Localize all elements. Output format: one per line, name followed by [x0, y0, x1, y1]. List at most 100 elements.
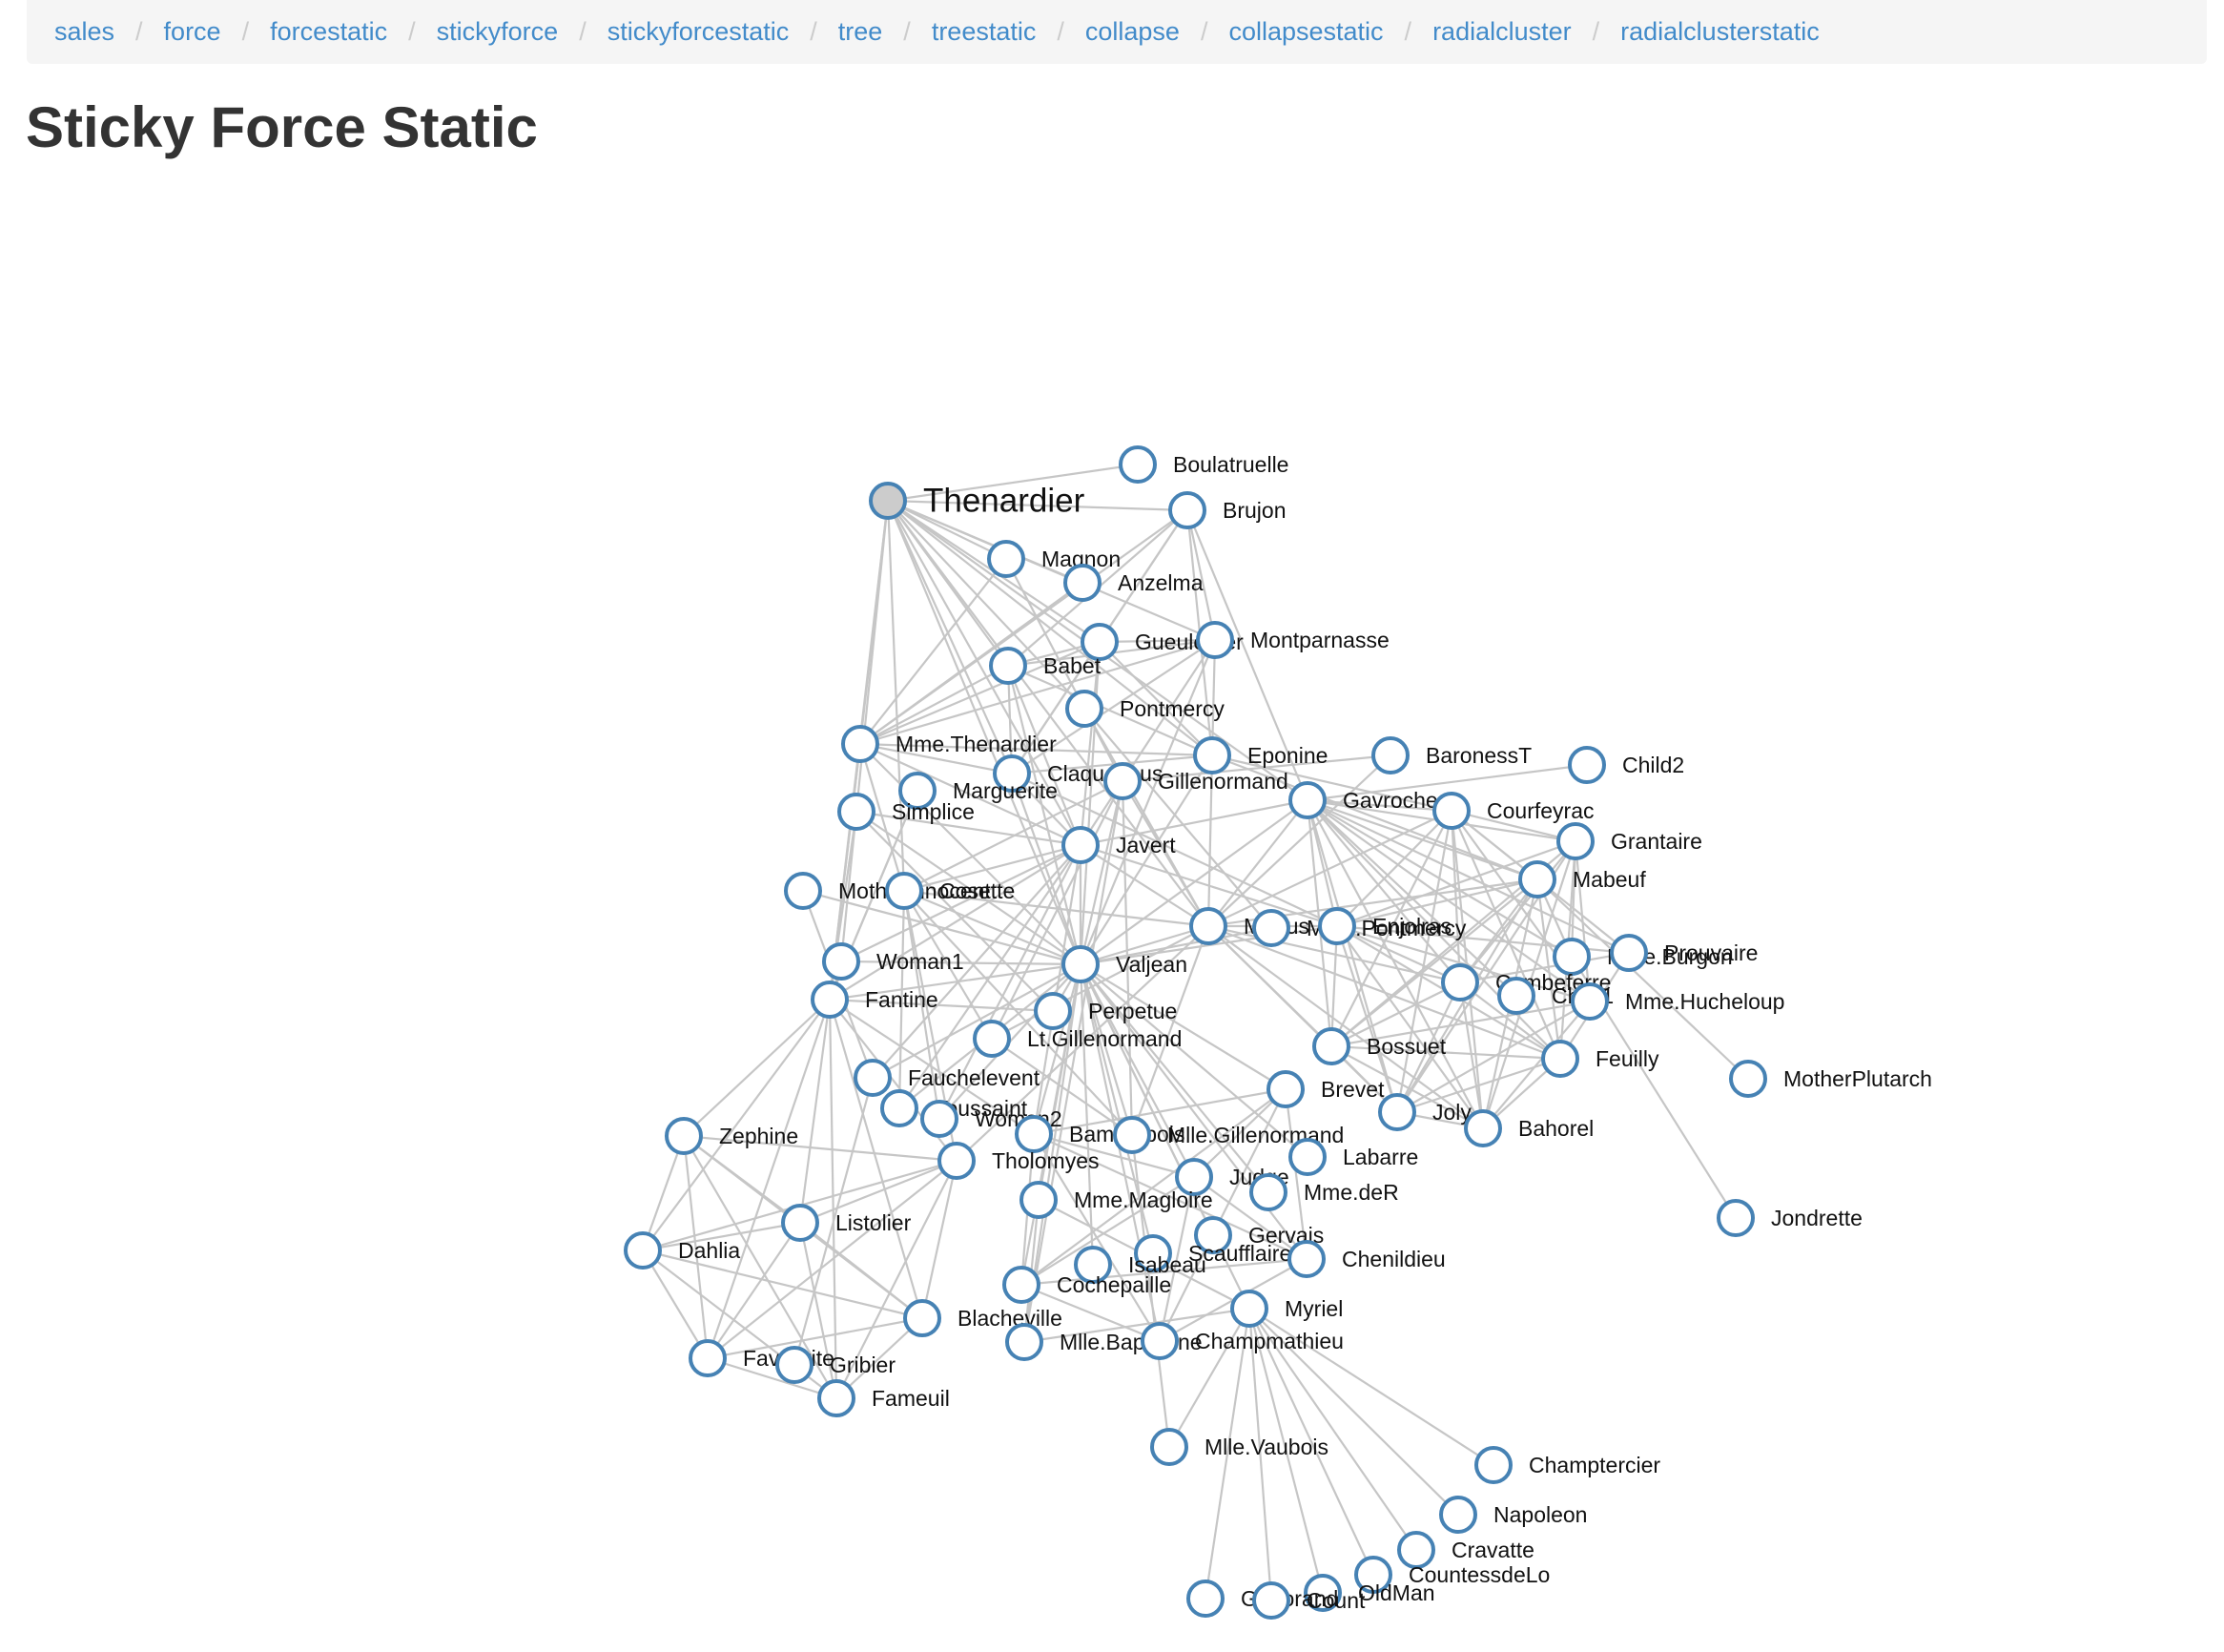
node-circle[interactable] — [1193, 736, 1231, 774]
node-circle[interactable] — [1304, 1574, 1342, 1612]
graph-node-Marguerite[interactable]: Marguerite — [898, 772, 1058, 810]
graph-node-Count[interactable]: Count — [1252, 1581, 1366, 1620]
node-circle[interactable] — [1119, 445, 1157, 484]
node-circle[interactable] — [1002, 1266, 1040, 1304]
node-circle[interactable] — [1189, 907, 1227, 945]
graph-node-Favourite[interactable]: Favourite — [689, 1339, 834, 1377]
node-circle[interactable] — [1288, 781, 1327, 819]
node-circle[interactable] — [689, 1339, 727, 1377]
node-circle[interactable] — [1019, 1181, 1058, 1219]
graph-node-Fantine[interactable]: Fantine — [811, 981, 938, 1019]
node-circle[interactable] — [1474, 1446, 1513, 1484]
node-circle[interactable] — [1378, 1093, 1416, 1131]
node-circle[interactable] — [822, 942, 860, 981]
graph-node-Perpetue[interactable]: Perpetue — [1034, 992, 1177, 1030]
graph-node-Cosette[interactable]: Cosette — [885, 872, 1015, 910]
node-circle[interactable] — [1196, 621, 1234, 659]
node-circle[interactable] — [841, 725, 879, 763]
breadcrumb-link-treestatic[interactable]: treestatic — [931, 17, 1037, 46]
graph-node-Magnon[interactable]: Magnon — [987, 540, 1121, 578]
node-circle[interactable] — [1610, 934, 1648, 972]
node-circle[interactable] — [1556, 822, 1595, 860]
node-circle[interactable] — [1432, 792, 1471, 830]
node-circle[interactable] — [869, 482, 907, 520]
node-circle[interactable] — [1441, 963, 1479, 1002]
graph-node-Mabeuf[interactable]: Mabeuf — [1518, 860, 1646, 898]
node-circle[interactable] — [1113, 1116, 1151, 1154]
graph-node-Gillenormand[interactable]: Gillenormand — [1103, 762, 1288, 800]
graph-node-Mlle.Baptistine[interactable]: Mlle.Baptistine — [1005, 1323, 1203, 1361]
node-circle[interactable] — [1249, 1173, 1287, 1211]
graph-node-Napoleon[interactable]: Napoleon — [1439, 1496, 1587, 1534]
node-circle[interactable] — [784, 872, 822, 910]
node-circle[interactable] — [811, 981, 849, 1019]
node-circle[interactable] — [1175, 1158, 1213, 1196]
graph-node-Bamatabois[interactable]: Bamatabois — [1015, 1115, 1184, 1153]
breadcrumb-link-collapsestatic[interactable]: collapsestatic — [1228, 17, 1384, 46]
node-circle[interactable] — [1015, 1115, 1053, 1153]
graph-node-BaronessT[interactable]: BaronessT — [1371, 736, 1532, 774]
graph-node-Fameuil[interactable]: Fameuil — [817, 1379, 950, 1417]
graph-node-Babet[interactable]: Babet — [989, 647, 1102, 685]
graph-node-Woman1[interactable]: Woman1 — [822, 942, 964, 981]
node-circle[interactable] — [624, 1231, 662, 1270]
node-circle[interactable] — [903, 1299, 941, 1337]
graph-node-Champmathieu[interactable]: Champmathieu — [1141, 1322, 1344, 1360]
node-circle[interactable] — [1194, 1216, 1232, 1254]
graph-node-Lt.Gillenormand[interactable]: Lt.Gillenormand — [973, 1020, 1182, 1058]
graph-node-Isabeau[interactable]: Isabeau — [1074, 1246, 1206, 1284]
node-circle[interactable] — [1065, 690, 1103, 728]
node-circle[interactable] — [1061, 945, 1100, 983]
breadcrumb-link-force[interactable]: force — [163, 17, 221, 46]
node-circle[interactable] — [1318, 907, 1356, 945]
graph-node-CountessdeLo[interactable]: CountessdeLo — [1354, 1556, 1550, 1594]
node-circle[interactable] — [1186, 1580, 1225, 1618]
node-circle[interactable] — [775, 1346, 813, 1384]
breadcrumb-link-stickyforce[interactable]: stickyforce — [436, 17, 559, 46]
node-circle[interactable] — [920, 1100, 958, 1138]
graph-node-Feuilly[interactable]: Feuilly — [1541, 1040, 1659, 1078]
graph-node-Child2[interactable]: Child2 — [1568, 746, 1684, 784]
graph-node-Champtercier[interactable]: Champtercier — [1474, 1446, 1660, 1484]
graph-node-Zephine[interactable]: Zephine — [665, 1117, 798, 1155]
node-circle[interactable] — [781, 1204, 819, 1242]
graph-node-Eponine[interactable]: Eponine — [1193, 736, 1328, 774]
node-circle[interactable] — [1081, 623, 1119, 661]
graph-node-Myriel[interactable]: Myriel — [1230, 1290, 1343, 1328]
graph-node-Bahorel[interactable]: Bahorel — [1464, 1109, 1594, 1147]
node-circle[interactable] — [1252, 1581, 1290, 1620]
node-circle[interactable] — [1354, 1556, 1392, 1594]
node-circle[interactable] — [987, 540, 1025, 578]
graph-node-Gribier[interactable]: Gribier — [775, 1346, 896, 1384]
graph-node-MotherPlutarch[interactable]: MotherPlutarch — [1729, 1060, 1932, 1098]
graph-node-Labarre[interactable]: Labarre — [1288, 1138, 1418, 1176]
graph-node-Mme.Magloire[interactable]: Mme.Magloire — [1019, 1181, 1213, 1219]
graph-node-Mme.Thenardier[interactable]: Mme.Thenardier — [841, 725, 1057, 763]
node-circle[interactable] — [1571, 982, 1609, 1021]
node-circle[interactable] — [1034, 992, 1072, 1030]
node-circle[interactable] — [1568, 746, 1606, 784]
graph-node-Joly[interactable]: Joly — [1378, 1093, 1472, 1131]
graph-node-Enjolras[interactable]: Enjolras — [1318, 907, 1452, 945]
graph-node-Dahlia[interactable]: Dahlia — [624, 1231, 740, 1270]
node-circle[interactable] — [1729, 1060, 1767, 1098]
node-circle[interactable] — [1230, 1290, 1268, 1328]
node-circle[interactable] — [817, 1379, 855, 1417]
graph-node-Mlle.Gillenormand[interactable]: Mlle.Gillenormand — [1113, 1116, 1344, 1154]
graph-node-Gavroche[interactable]: Gavroche — [1288, 781, 1438, 819]
graph-node-Blacheville[interactable]: Blacheville — [903, 1299, 1062, 1337]
breadcrumb-link-sales[interactable]: sales — [54, 17, 115, 46]
node-circle[interactable] — [1005, 1323, 1043, 1361]
graph-node-Montparnasse[interactable]: Montparnasse — [1196, 621, 1390, 659]
breadcrumb-link-radialclusterstatic[interactable]: radialclusterstatic — [1620, 17, 1820, 46]
node-circle[interactable] — [1288, 1138, 1327, 1176]
node-circle[interactable] — [1103, 762, 1142, 800]
node-circle[interactable] — [1518, 860, 1556, 898]
node-circle[interactable] — [1497, 977, 1535, 1015]
node-circle[interactable] — [1397, 1531, 1435, 1569]
node-circle[interactable] — [885, 872, 923, 910]
node-circle[interactable] — [1061, 826, 1100, 864]
node-circle[interactable] — [1141, 1322, 1179, 1360]
node-circle[interactable] — [665, 1117, 703, 1155]
